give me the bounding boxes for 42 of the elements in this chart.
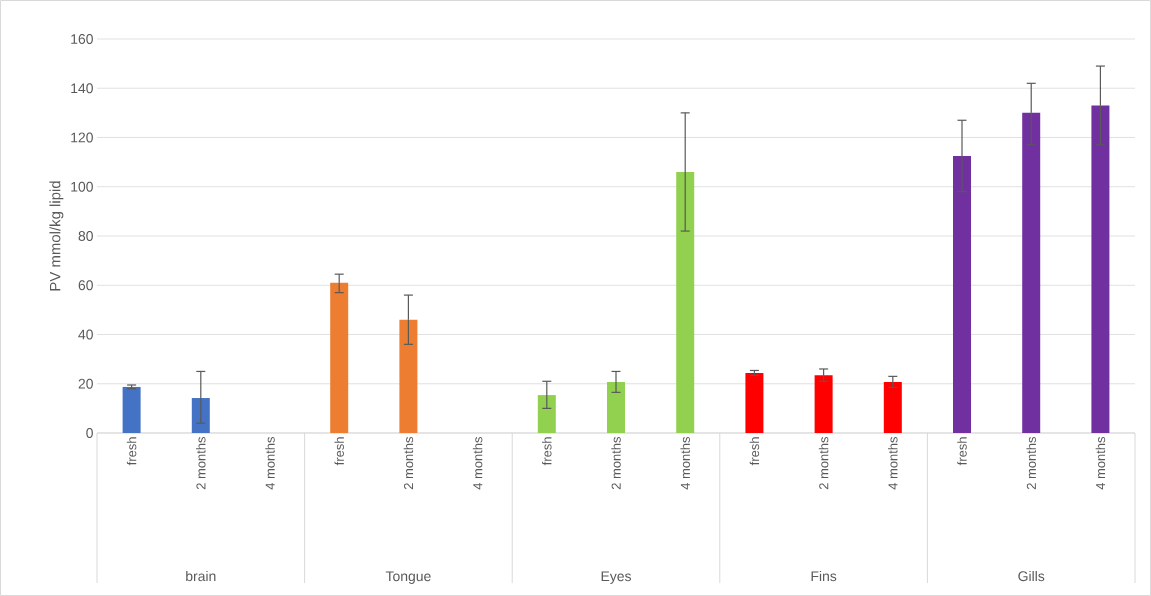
- x-tick-label: fresh: [126, 437, 137, 466]
- x-tick-label: fresh: [957, 437, 967, 466]
- x-tick-label: 4 months: [472, 437, 483, 490]
- text: brain: [186, 570, 216, 582]
- y-tick-label: 160: [71, 34, 93, 44]
- text: Gills: [1018, 570, 1045, 582]
- bar: [953, 155, 972, 433]
- bar: [676, 171, 695, 433]
- text: Fins: [811, 570, 837, 582]
- y-tick-label: 20: [78, 378, 93, 389]
- x-tick-label: 2 months: [403, 437, 414, 490]
- x-tick-label: fresh: [542, 437, 552, 466]
- x-tick-label: 4 months: [888, 437, 898, 490]
- bar: [814, 375, 833, 433]
- y-axis-title: PV mmol/kg lipid: [49, 181, 64, 291]
- bar: [1022, 112, 1041, 433]
- text: Eyes: [601, 571, 631, 584]
- bar: [607, 382, 626, 433]
- x-tick-label: 2 months: [611, 437, 621, 490]
- y-tick-label: 80: [78, 231, 93, 241]
- x-tick-label: 4 months: [1095, 437, 1106, 490]
- y-tick-label: 0: [86, 428, 93, 438]
- bar: [330, 282, 349, 433]
- x-tick-label: fresh: [334, 437, 344, 466]
- y-tick-label: 140: [71, 83, 93, 94]
- bar: [399, 319, 418, 433]
- y-tick-label: 100: [71, 181, 93, 192]
- bar: [122, 386, 141, 433]
- bar: [883, 382, 902, 433]
- x-tick-label: 2 months: [196, 437, 206, 490]
- y-tick-label: 120: [71, 132, 93, 143]
- x-tick-label: 2 months: [1026, 437, 1036, 490]
- bar: [745, 372, 764, 433]
- x-tick-label: 2 months: [818, 437, 829, 490]
- x-tick-label: 4 months: [680, 437, 690, 490]
- x-tick-label: fresh: [749, 437, 760, 466]
- y-tick-label: 40: [78, 329, 93, 340]
- text: Tongue: [385, 571, 431, 584]
- bar: [1091, 105, 1110, 433]
- x-tick-label: 4 months: [265, 437, 275, 490]
- bar: [537, 395, 556, 433]
- y-tick-label: 60: [78, 280, 93, 291]
